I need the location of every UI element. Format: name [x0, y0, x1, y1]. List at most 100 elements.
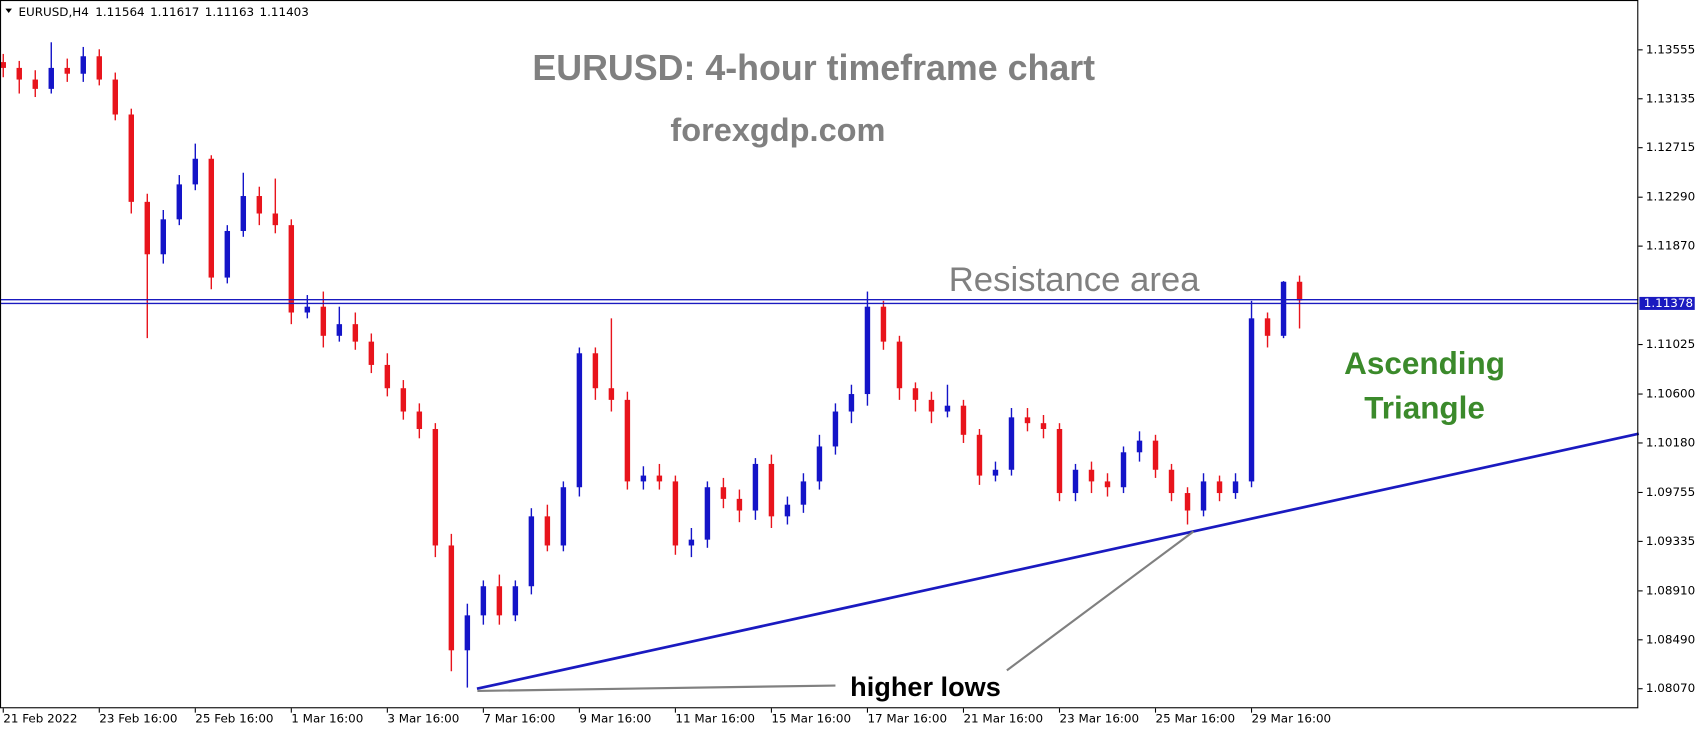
candle-body	[944, 405, 951, 412]
candle-body	[608, 388, 615, 400]
pointer-line	[1006, 530, 1195, 672]
candle-body	[528, 516, 535, 587]
candle-body	[224, 230, 231, 278]
pattern-label: Triangle	[1364, 390, 1485, 425]
candle-body	[752, 463, 759, 511]
header-close: 1.11403	[260, 4, 309, 18]
candle-body	[880, 306, 887, 342]
y-tick-label: 1.11025	[1646, 337, 1695, 351]
candle-body	[544, 516, 551, 546]
candle-body	[912, 388, 919, 400]
candle-body	[1024, 417, 1031, 424]
candle-body	[1184, 493, 1191, 511]
pointer-line	[477, 684, 836, 693]
candle-body	[816, 446, 823, 482]
plot-frame	[0, 0, 1639, 709]
candle-body	[1056, 428, 1063, 494]
candle-body	[1296, 281, 1303, 301]
candle-body	[1216, 481, 1223, 494]
x-tick-label: 23 Mar 16:00	[1059, 712, 1139, 726]
candle-body	[800, 481, 807, 505]
candle-body	[416, 411, 423, 429]
candle-body	[976, 434, 983, 476]
x-tick-label: 11 Mar 16:00	[675, 712, 755, 726]
candle-body	[512, 586, 519, 616]
candle-body	[768, 463, 775, 517]
candle-body	[384, 364, 391, 389]
x-tick-label: 17 Mar 16:00	[867, 712, 947, 726]
candle-body	[736, 498, 743, 511]
candle-body	[128, 114, 134, 202]
y-tick-label: 1.08070	[1646, 681, 1695, 695]
candle-body	[1232, 481, 1239, 494]
candle-body	[288, 225, 295, 313]
y-tick-label: 1.10180	[1646, 435, 1695, 449]
candle-body	[1088, 469, 1095, 482]
trendline-label: higher lows	[850, 671, 1001, 702]
candle-body	[1280, 281, 1287, 336]
candle-body	[1104, 481, 1111, 488]
candle-body	[592, 353, 599, 389]
header-high: 1.11617	[150, 4, 199, 18]
candle-body	[320, 306, 327, 336]
candle-body	[1248, 318, 1255, 482]
y-tick-label: 1.12290	[1646, 190, 1695, 204]
candle-body	[576, 353, 583, 488]
candle-body	[640, 475, 647, 482]
candle-body	[624, 399, 631, 482]
y-tick-label: 1.11870	[1646, 239, 1695, 253]
candle-body	[960, 405, 967, 435]
x-tick-label: 15 Mar 16:00	[771, 712, 851, 726]
chart-subtitle: forexgdp.com	[670, 112, 885, 148]
y-tick-label: 1.13555	[1646, 42, 1695, 56]
price-label: 1.11378	[1644, 296, 1693, 310]
candle-body	[928, 399, 935, 412]
header-low: 1.11163	[205, 4, 254, 18]
y-tick-label: 1.09335	[1646, 534, 1695, 548]
candle-body	[80, 56, 86, 74]
candle-body	[272, 213, 279, 226]
trendline	[476, 432, 1640, 691]
candle-body	[832, 411, 839, 447]
x-tick-label: 21 Mar 16:00	[963, 712, 1043, 726]
candle-body	[560, 487, 567, 546]
candle-body	[112, 79, 118, 115]
candle-body	[704, 487, 711, 540]
candle-body	[432, 428, 439, 546]
candle-body	[96, 56, 102, 80]
symbol: EURUSD,H4	[18, 4, 88, 18]
x-tick-label: 7 Mar 16:00	[483, 712, 555, 726]
y-tick-label: 1.10600	[1646, 387, 1695, 401]
candle-body	[352, 324, 359, 342]
y-tick-label: 1.13135	[1646, 91, 1695, 105]
x-tick-label: 9 Mar 16:00	[579, 712, 651, 726]
header-open: 1.11564	[95, 4, 144, 18]
candle-body	[448, 545, 455, 651]
candle-body	[1264, 318, 1271, 336]
candle-body	[208, 158, 215, 278]
x-tick-label: 25 Mar 16:00	[1156, 712, 1236, 726]
candle-body	[1168, 469, 1175, 494]
candle-body	[304, 306, 311, 313]
candle-body	[400, 388, 407, 412]
candle-body	[144, 201, 150, 255]
chart-title: EURUSD: 4-hour timeframe chart	[532, 48, 1095, 88]
y-tick-label: 1.08490	[1646, 632, 1695, 646]
candle-body	[64, 67, 70, 74]
candle-body	[1152, 440, 1159, 470]
y-tick-label: 1.09755	[1646, 485, 1695, 499]
candle-body	[1120, 452, 1127, 488]
x-tick-label: 23 Feb 16:00	[99, 712, 177, 726]
candle-body	[672, 481, 679, 546]
candle-body	[32, 79, 38, 89]
candle-body	[1200, 481, 1207, 511]
candle-body	[992, 469, 999, 476]
pattern-label: Ascending	[1344, 346, 1505, 381]
candle-body	[464, 615, 471, 651]
menu-arrow	[5, 8, 12, 14]
candle-body	[16, 67, 22, 80]
candle-body	[1040, 423, 1047, 429]
x-tick-label: 3 Mar 16:00	[387, 712, 459, 726]
